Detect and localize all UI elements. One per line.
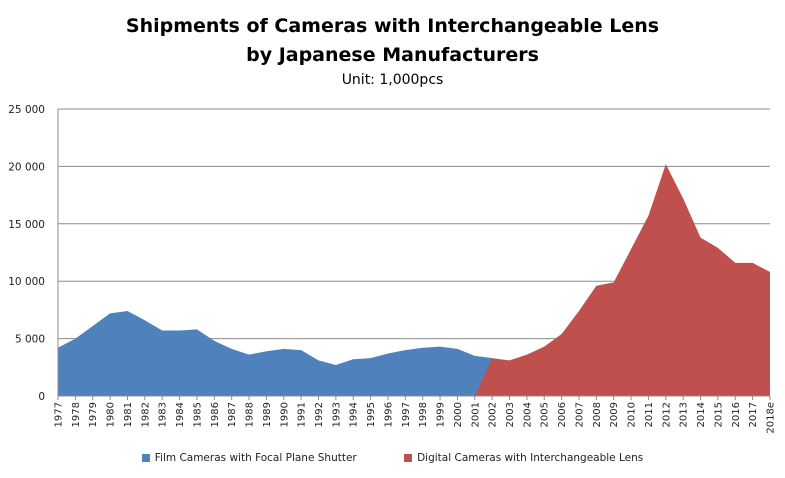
y-tick-labels: 0 5 000 10 000 15 000 20 000 25 000 [8, 104, 45, 403]
x-tick-label: 1977 [54, 402, 65, 427]
x-tick-label: 2012 [661, 402, 672, 427]
x-tick-label: 1991 [297, 402, 308, 427]
legend-swatch-digital [404, 454, 413, 462]
x-tick-label: 1993 [331, 402, 342, 427]
x-tick-label: 1995 [366, 402, 377, 427]
legend-item-film: Film Cameras with Focal Plane Shutter [141, 452, 357, 464]
x-tick-label: 1988 [245, 402, 256, 427]
chart-subtitle: Unit: 1,000pcs [341, 72, 444, 88]
y-tick-label: 25 000 [8, 104, 45, 116]
x-tick-label: 2008 [592, 402, 603, 427]
x-tick-label: 2018e [766, 402, 777, 434]
x-tick-label: 2015 [713, 402, 724, 427]
x-tick-labels: 1977 1978 1979 1980 1981 1982 1983 1984 1985 1986… [54, 402, 777, 434]
chart-title-line2: by Japanese Manufacturers [246, 44, 539, 66]
x-tick-label: 1983 [158, 402, 169, 427]
x-tick-label: 2009 [609, 402, 620, 427]
x-tick-label: 1986 [210, 402, 221, 427]
x-tick-label: 2014 [696, 402, 707, 427]
x-tick-label: 1996 [383, 402, 394, 427]
x-tick-label: 1990 [279, 402, 290, 427]
x-tick-label: 1987 [227, 402, 238, 427]
legend: Film Cameras with Focal Plane Shutter Di… [0, 452, 785, 465]
x-tick-label: 1980 [106, 402, 117, 427]
y-tick-label: 15 000 [8, 219, 45, 231]
x-tick-label: 2017 [748, 402, 759, 427]
x-tick-label: 2011 [644, 402, 655, 427]
x-tick-label: 1985 [192, 402, 203, 427]
x-tick-label: 2016 [731, 402, 742, 427]
x-tick-label: 1998 [418, 402, 429, 427]
x-tick-label: 1999 [436, 402, 447, 427]
x-tick-label: 2007 [574, 402, 585, 427]
x-tick-label: 1989 [262, 402, 273, 427]
x-tick-label: 2003 [505, 402, 516, 427]
y-tick-label: 20 000 [8, 161, 45, 173]
y-tick-label: 0 [38, 391, 45, 403]
x-tick-label: 2002 [488, 402, 499, 427]
series-area-1 [58, 164, 770, 396]
x-tick-label: 2006 [557, 402, 568, 427]
x-tick-label: 1984 [175, 402, 186, 427]
series-area-0 [58, 311, 770, 396]
legend-swatch-film [141, 454, 150, 462]
y-tick-label: 5 000 [15, 334, 45, 346]
x-tick-label: 2000 [453, 402, 464, 427]
legend-label-film: Film Cameras with Focal Plane Shutter [154, 452, 357, 464]
x-tick-label: 2013 [679, 402, 690, 427]
y-tick-label: 10 000 [8, 276, 45, 288]
x-tick-label: 1981 [123, 402, 134, 427]
x-tick-label: 1997 [401, 402, 412, 427]
x-tick-label: 1982 [140, 402, 151, 427]
x-tick-label: 1992 [314, 402, 325, 427]
x-tick-label: 2001 [470, 402, 481, 427]
chart-title-line1: Shipments of Cameras with Interchangeabl… [125, 15, 660, 37]
legend-label-digital: Digital Cameras with Interchangeable Len… [417, 452, 644, 464]
legend-item-digital: Digital Cameras with Interchangeable Len… [404, 452, 643, 464]
x-tick-label: 1994 [349, 402, 360, 427]
chart-title: Shipments of Cameras with Interchangeabl… [0, 12, 785, 70]
x-tick-label: 1979 [88, 402, 99, 427]
x-tick-label: 2010 [627, 402, 638, 427]
axes [57, 109, 771, 400]
x-tick-label: 2005 [540, 402, 551, 427]
series-areas [58, 164, 770, 396]
x-tick-label: 2004 [522, 402, 533, 427]
x-tick-label: 1978 [71, 402, 82, 427]
